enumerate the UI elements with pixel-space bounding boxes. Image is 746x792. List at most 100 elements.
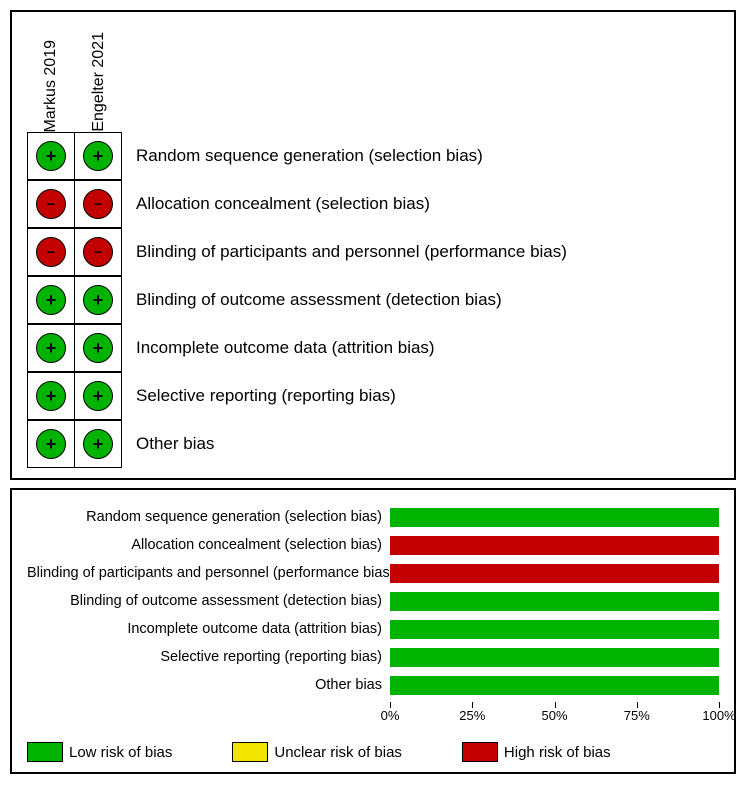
grid-row: − − Allocation concealment (selection bias… [27,180,719,228]
low-risk-icon: + [36,141,66,171]
grid-cell: + [27,132,75,180]
bar-label: Other bias [27,677,390,693]
risk-of-bias-summary: Random sequence generation (selection bi… [10,488,736,774]
domain-label: Blinding of participants and personnel (… [136,242,567,262]
grid-cell: + [27,324,75,372]
axis-tick-label: 25% [459,708,485,723]
legend: Low risk of bias Unclear risk of bias High… [27,736,719,762]
bar-label: Blinding of participants and personnel (… [27,565,390,581]
high-risk-icon: − [36,237,66,267]
legend-item-unclear: Unclear risk of bias [232,742,402,762]
bar-track [390,620,719,639]
bar-label: Allocation concealment (selection bias) [27,537,390,553]
bar-track [390,676,719,695]
risk-symbol: + [46,147,57,165]
bar-track [390,536,719,555]
bar-row: Incomplete outcome data (attrition bias) [27,616,719,642]
grid-cell: + [74,276,122,324]
axis-track: 0%25%50%75%100% [390,702,719,726]
axis-tick-label: 75% [624,708,650,723]
risk-symbol: + [46,387,57,405]
study-label: Markus 2019 [42,36,60,133]
risk-symbol: − [47,245,55,259]
grid-cell: + [74,324,122,372]
domain-label: Random sequence generation (selection bi… [136,146,483,166]
low-risk-icon: + [83,141,113,171]
bar-segment-low [390,648,719,667]
bar-label: Selective reporting (reporting bias) [27,649,390,665]
low-risk-icon: + [36,381,66,411]
low-risk-icon: + [83,429,113,459]
grid-cell: + [27,276,75,324]
grid-cell: − [27,228,75,276]
risk-symbol: + [46,291,57,309]
risk-of-bias-grid: Markus 2019 Engelter 2021 + + Random seque… [10,10,736,480]
study-header-col: Markus 2019 [27,36,75,133]
bar-row: Blinding of participants and personnel (… [27,560,719,586]
high-risk-icon: − [36,189,66,219]
grid-row: + + Incomplete outcome data (attrition bia… [27,324,719,372]
grid-cell: + [74,420,122,468]
study-label: Engelter 2021 [90,28,108,132]
legend-swatch [27,742,63,762]
risk-symbol: + [46,339,57,357]
domain-label: Blinding of outcome assessment (detectio… [136,290,502,310]
bar-row: Selective reporting (reporting bias) [27,644,719,670]
bar-label: Random sequence generation (selection bi… [27,509,390,525]
bar-segment-high [390,564,719,583]
low-risk-icon: + [83,381,113,411]
domain-label: Other bias [136,434,214,454]
bar-segment-low [390,676,719,695]
risk-symbol: − [94,245,102,259]
high-risk-icon: − [83,237,113,267]
low-risk-icon: + [36,285,66,315]
low-risk-icon: + [36,333,66,363]
bar-row: Random sequence generation (selection bi… [27,504,719,530]
bar-track [390,508,719,527]
grid-cell: − [74,228,122,276]
grid-cell: + [74,132,122,180]
risk-symbol: + [93,147,104,165]
domain-label: Allocation concealment (selection bias) [136,194,430,214]
high-risk-icon: − [83,189,113,219]
grid-row: − − Blinding of participants and personnel… [27,228,719,276]
bar-segment-low [390,592,719,611]
bar-row: Blinding of outcome assessment (detectio… [27,588,719,614]
risk-symbol: − [94,197,102,211]
bar-segment-low [390,508,719,527]
legend-label: Unclear risk of bias [274,744,402,761]
risk-symbol: + [46,435,57,453]
low-risk-icon: + [36,429,66,459]
legend-item-low: Low risk of bias [27,742,172,762]
legend-label: Low risk of bias [69,744,172,761]
risk-symbol: + [93,435,104,453]
grid-row: + + Random sequence generation (selection … [27,132,719,180]
low-risk-icon: + [83,333,113,363]
grid-cell: + [74,372,122,420]
grid-rows: + + Random sequence generation (selection … [27,132,719,468]
legend-label: High risk of bias [504,744,611,761]
legend-item-high: High risk of bias [462,742,611,762]
bar-segment-low [390,620,719,639]
bar-row: Allocation concealment (selection bias) [27,532,719,558]
bar-track [390,592,719,611]
grid-row: ++Selective reporting (reporting bias) [27,372,719,420]
low-risk-icon: + [83,285,113,315]
axis-tick-label: 0% [381,708,400,723]
bar-label: Blinding of outcome assessment (detectio… [27,593,390,609]
risk-symbol: − [47,197,55,211]
bar-label: Incomplete outcome data (attrition bias) [27,621,390,637]
domain-label: Incomplete outcome data (attrition bias) [136,338,435,358]
study-header-col: Engelter 2021 [75,28,123,132]
axis-tick-label: 50% [541,708,567,723]
bar-row: Other bias [27,672,719,698]
grid-cell: − [27,180,75,228]
axis-tick-label: 100% [702,708,735,723]
risk-symbol: + [93,339,104,357]
bars-area: Random sequence generation (selection bi… [27,504,719,700]
risk-symbol: + [93,387,104,405]
grid-row: + + Blinding of outcome assessment (detect… [27,276,719,324]
bar-segment-high [390,536,719,555]
legend-swatch [232,742,268,762]
bar-track [390,564,719,583]
